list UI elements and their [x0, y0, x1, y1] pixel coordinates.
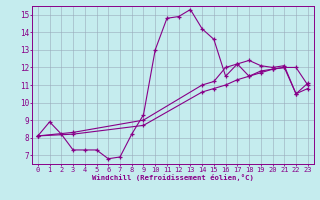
- X-axis label: Windchill (Refroidissement éolien,°C): Windchill (Refroidissement éolien,°C): [92, 174, 254, 181]
